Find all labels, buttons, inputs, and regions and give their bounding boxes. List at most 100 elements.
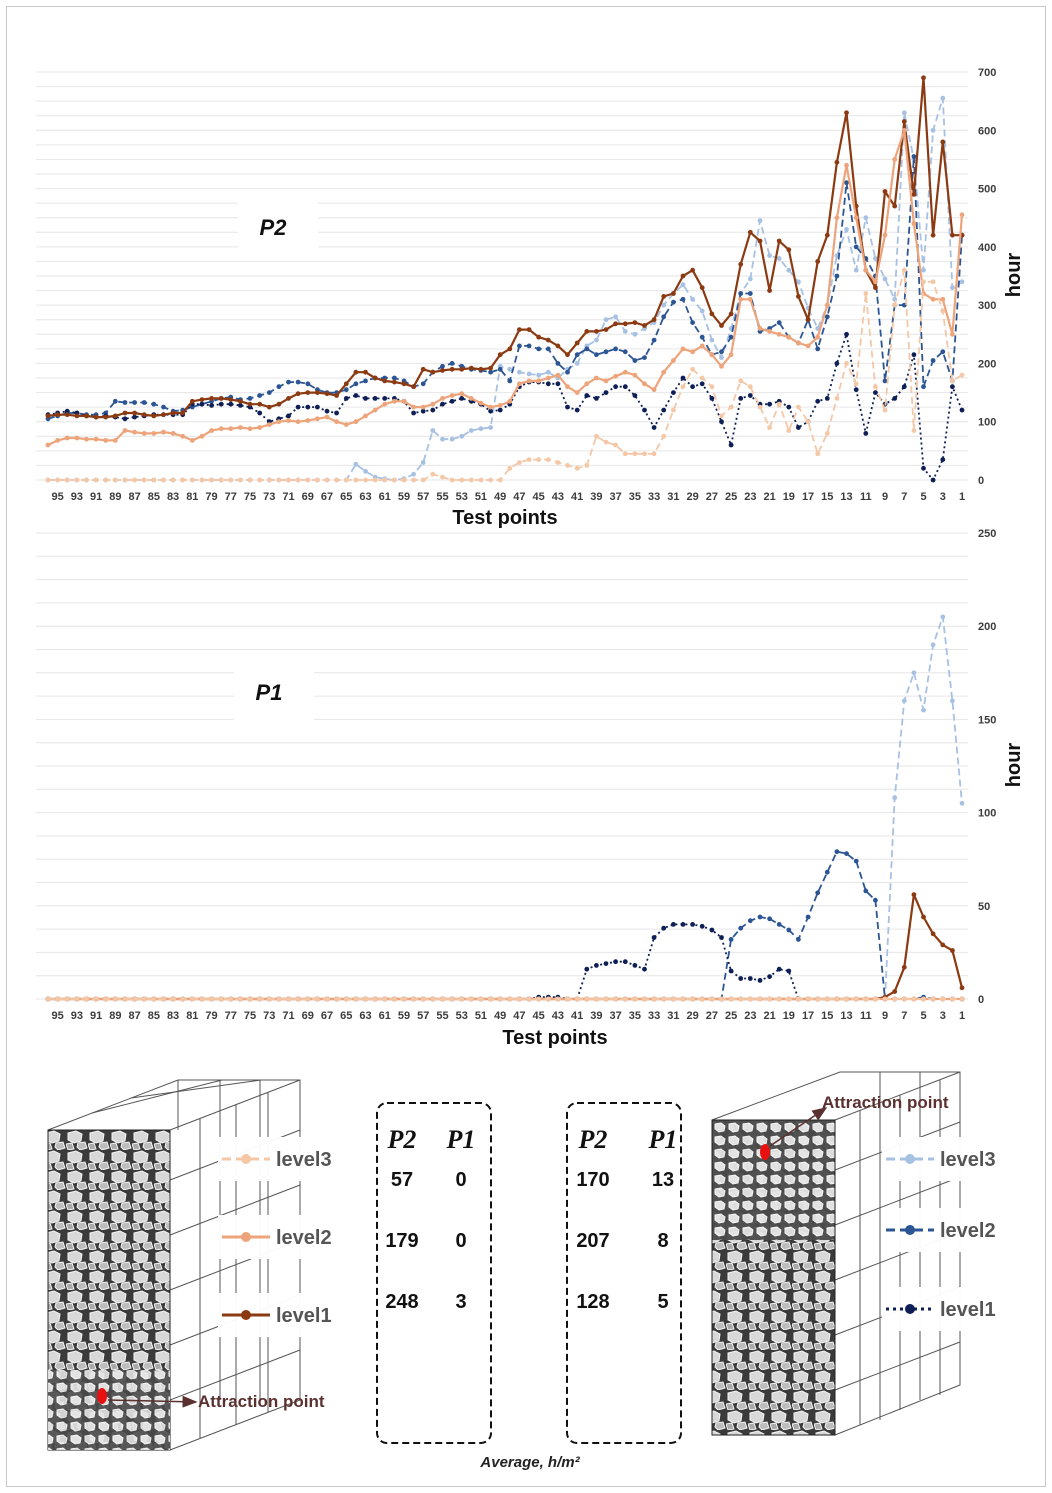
x-tick-label: 57 bbox=[417, 1010, 429, 1022]
data-point bbox=[796, 404, 801, 410]
data-point bbox=[622, 329, 628, 334]
series-line-level2 bbox=[47, 129, 964, 446]
data-point bbox=[343, 477, 349, 483]
data-point bbox=[180, 433, 186, 439]
data-point bbox=[315, 390, 320, 395]
legend-swatch-marker bbox=[905, 1304, 915, 1314]
data-point bbox=[526, 996, 532, 1002]
data-point bbox=[218, 426, 224, 432]
data-point bbox=[199, 996, 205, 1002]
data-point bbox=[545, 346, 551, 352]
data-point bbox=[613, 346, 618, 352]
data-point bbox=[594, 329, 599, 334]
data-point bbox=[892, 996, 898, 1002]
x-tick-label: 77 bbox=[225, 491, 237, 503]
data-point bbox=[449, 366, 455, 372]
data-point bbox=[266, 390, 272, 395]
data-point bbox=[565, 996, 570, 1002]
y-axis-label: hour bbox=[1003, 743, 1025, 788]
data-point bbox=[305, 996, 311, 1002]
data-point bbox=[921, 75, 926, 81]
data-point bbox=[526, 343, 532, 349]
data-point bbox=[728, 352, 734, 358]
data-point bbox=[132, 429, 138, 435]
series-markers-level3 bbox=[45, 996, 965, 1002]
data-point bbox=[218, 396, 224, 401]
data-point bbox=[805, 914, 811, 920]
data-point bbox=[189, 477, 195, 483]
data-point bbox=[873, 897, 878, 903]
data-point bbox=[459, 366, 465, 372]
data-point bbox=[757, 978, 763, 983]
data-point bbox=[353, 369, 359, 375]
x-tick-label: 89 bbox=[109, 1010, 121, 1022]
data-point bbox=[488, 408, 493, 414]
data-point bbox=[517, 343, 522, 349]
data-point bbox=[430, 996, 436, 1002]
data-point bbox=[738, 396, 744, 401]
data-point bbox=[372, 477, 378, 483]
data-point bbox=[353, 477, 359, 483]
data-point bbox=[93, 414, 99, 420]
data-point bbox=[228, 477, 234, 483]
data-point bbox=[392, 379, 397, 385]
data-point bbox=[959, 372, 965, 378]
data-point bbox=[132, 414, 138, 420]
data-point bbox=[651, 451, 657, 457]
x-tick-label: 73 bbox=[263, 491, 275, 503]
data-point bbox=[478, 426, 484, 432]
y-tick-label: 100 bbox=[978, 808, 996, 820]
data-point bbox=[776, 320, 782, 325]
data-point bbox=[940, 349, 946, 355]
x-tick-label: 77 bbox=[225, 1010, 237, 1022]
data-point bbox=[517, 381, 522, 387]
x-tick-label: 27 bbox=[706, 491, 718, 503]
data-point bbox=[594, 996, 599, 1002]
data-point bbox=[122, 428, 128, 433]
series-line-level2 bbox=[48, 850, 962, 1000]
data-point bbox=[796, 279, 801, 285]
data-point bbox=[411, 477, 416, 483]
data-point bbox=[728, 968, 734, 974]
x-tick-label: 37 bbox=[610, 491, 622, 503]
data-point bbox=[401, 996, 407, 1002]
data-point bbox=[420, 381, 426, 387]
data-point bbox=[853, 215, 859, 221]
data-point bbox=[324, 391, 330, 397]
attraction-label-left: Attraction point bbox=[198, 1392, 325, 1411]
data-point bbox=[671, 299, 676, 305]
data-point bbox=[238, 996, 243, 1002]
data-point bbox=[901, 127, 907, 133]
table-cell: 0 bbox=[455, 1169, 466, 1191]
attraction-label-right: Attraction point bbox=[822, 1093, 949, 1112]
data-point bbox=[555, 372, 561, 378]
data-point bbox=[709, 384, 715, 390]
data-point bbox=[507, 378, 513, 384]
data-point bbox=[844, 851, 849, 856]
data-point bbox=[651, 935, 657, 940]
data-point bbox=[940, 614, 946, 620]
data-point bbox=[873, 390, 878, 395]
data-point bbox=[363, 378, 368, 384]
table-header: P1 bbox=[648, 1125, 678, 1154]
data-point bbox=[873, 279, 878, 285]
data-point bbox=[517, 460, 522, 465]
data-point bbox=[709, 996, 715, 1002]
data-point bbox=[315, 477, 320, 483]
x-tick-label: 23 bbox=[744, 1010, 756, 1022]
data-point bbox=[170, 410, 176, 416]
x-axis-label: Test points bbox=[502, 1027, 607, 1049]
table-cell: 13 bbox=[652, 1169, 674, 1191]
data-point bbox=[392, 996, 397, 1002]
data-point bbox=[382, 996, 388, 1002]
data-point bbox=[671, 996, 676, 1002]
series-markers-level1 bbox=[45, 922, 965, 1002]
data-point bbox=[728, 334, 734, 340]
data-point bbox=[950, 331, 955, 337]
data-point bbox=[84, 436, 89, 442]
data-point bbox=[661, 369, 667, 375]
data-point bbox=[757, 914, 763, 920]
x-tick-label: 3 bbox=[940, 1010, 946, 1022]
table-left-border bbox=[376, 1102, 492, 1444]
data-point bbox=[921, 465, 926, 471]
